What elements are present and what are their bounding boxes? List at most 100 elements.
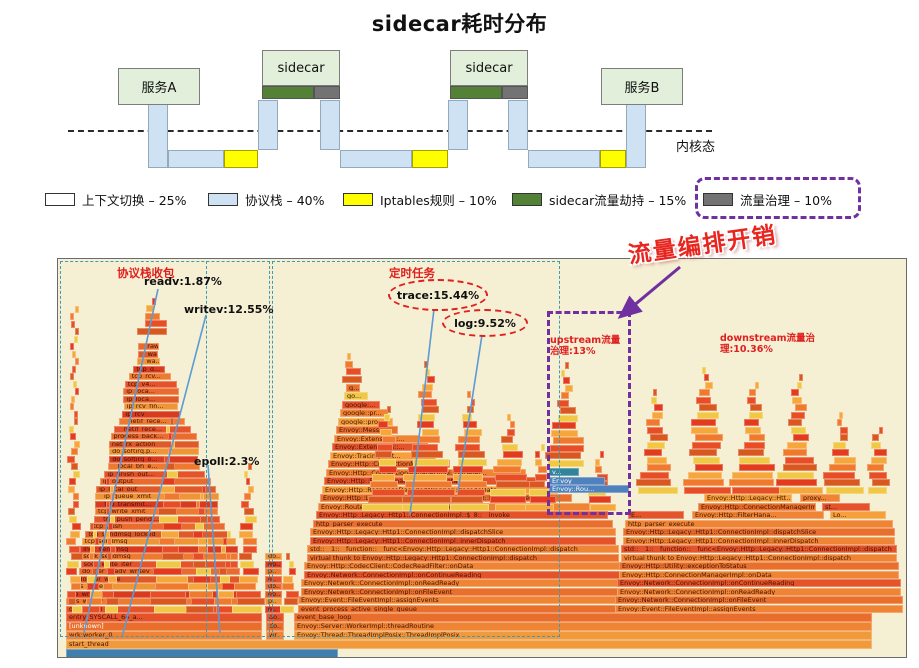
flame-frame [652, 389, 657, 396]
flame-frame [69, 373, 74, 380]
flame-frame [694, 434, 723, 441]
upstream-highlight-box [547, 311, 631, 515]
flame-frame [744, 441, 765, 449]
kernel-boundary-line [68, 130, 712, 132]
flame-frame: start_thread [66, 640, 872, 649]
flame-frame [783, 464, 817, 471]
flame-frame [346, 368, 361, 375]
manage-strip-right [502, 86, 528, 99]
flame-frame [540, 443, 545, 451]
flame-frame: std::__1::__function::__func<Envoy::Http… [621, 545, 897, 553]
flame-frame [738, 464, 775, 471]
flame-frame: st... [822, 502, 870, 511]
sidecar-box-left: sidecar [262, 50, 340, 86]
flame-frame [530, 496, 556, 503]
flame-frame [238, 575, 258, 583]
flame-frame [651, 411, 664, 419]
flame-frame [824, 479, 860, 486]
flame-frame: g... [346, 383, 360, 392]
legend-swatch [208, 192, 238, 206]
flame-frame [823, 471, 855, 479]
flame-frame [728, 479, 774, 486]
callout-arrow [617, 265, 681, 319]
flame-frame [68, 545, 80, 553]
flame-frame: Envoy::Mess... [336, 426, 398, 434]
flame-frame [67, 598, 77, 605]
flame-frame [731, 486, 780, 494]
flame-frame: event_base_loop [294, 613, 872, 622]
region-label: 定时任务 [389, 266, 435, 280]
annotation-epoll: epoll:2.3% [194, 455, 260, 468]
legend-item-4: sidecar流量劫持 – 15% [512, 191, 686, 208]
flame-frame [238, 530, 253, 538]
downstream-traffic-label: downstream流量治理:10.36% [720, 333, 816, 356]
flame-frame [694, 464, 724, 471]
flame-frame [871, 456, 887, 464]
flame-frame [785, 456, 815, 464]
flame-frame: go... [344, 392, 368, 400]
flame-frame [840, 426, 848, 434]
pipe-segment [528, 150, 600, 168]
hijack-strip-right [450, 86, 502, 99]
legend-swatch [512, 192, 542, 206]
flame-frame [507, 428, 515, 436]
flame-frame [242, 568, 260, 575]
flame-frame [639, 471, 670, 479]
flame-frame [70, 575, 81, 583]
flame-frame: Envoy::Http::ConnectionManagerIm... [698, 502, 816, 511]
flame-frame [379, 458, 397, 466]
flame-frame: virtual thunk to Envoy::Http::Legacy::Ht… [307, 553, 619, 562]
flame-frame [687, 471, 723, 479]
flame-frame [502, 451, 524, 458]
flame-frame [69, 530, 80, 538]
flame-frame [562, 377, 570, 384]
flame-frame [70, 463, 79, 470]
flame-frame [238, 553, 252, 560]
flame-frame [738, 449, 764, 456]
flame-frame: proxy... [800, 494, 840, 502]
flame-frame [68, 508, 75, 515]
flame-frame [646, 419, 661, 426]
flame-frame [787, 419, 803, 426]
flame-frame [75, 388, 80, 395]
flame-frame [744, 426, 761, 434]
flame-frame [236, 598, 265, 605]
flame-frame [651, 396, 657, 404]
flame-frame [553, 437, 585, 444]
flame-frame [833, 441, 846, 449]
flame-frame [738, 456, 770, 464]
legend-label: 上下文切换 – 25% [82, 192, 187, 208]
sidecar-box-right: sidecar [450, 50, 528, 86]
flamegraph: start_thread wrk:worker_0 wr.. Envoy::Threa… [57, 258, 907, 658]
flame-frame [560, 369, 566, 377]
kernel-mode-label: 内核态 [676, 140, 716, 155]
flame-frame [282, 583, 294, 590]
flame-frame [72, 523, 82, 530]
region-divider [206, 261, 207, 637]
flame-frame [286, 590, 299, 598]
flame-frame: google::pr... [340, 409, 388, 417]
flame-frame [501, 443, 518, 451]
flame-frame [495, 473, 527, 481]
flame-frame [74, 305, 79, 313]
flame-frame [829, 464, 856, 471]
flame-frame [69, 478, 77, 485]
flame-frame [225, 553, 231, 560]
flame-frame [289, 560, 294, 568]
region-label: 协议栈收包 [117, 266, 175, 280]
flame-frame [242, 545, 257, 553]
flame-frame: std::__1::__function::__func<Envoy::Http… [307, 545, 619, 553]
flame-frame [692, 441, 721, 449]
flame-frame [70, 313, 75, 320]
flame-frame [227, 530, 232, 538]
flame-frame [285, 553, 290, 560]
flame-frame [797, 381, 803, 389]
service-a-box: 服务A [118, 68, 200, 105]
flame-frame [387, 406, 392, 413]
flame-frame [289, 568, 296, 575]
flame-frame [647, 426, 664, 434]
pipe-segment [626, 104, 646, 168]
flame-frame [70, 320, 75, 328]
flame-frame: do.. [265, 553, 282, 560]
